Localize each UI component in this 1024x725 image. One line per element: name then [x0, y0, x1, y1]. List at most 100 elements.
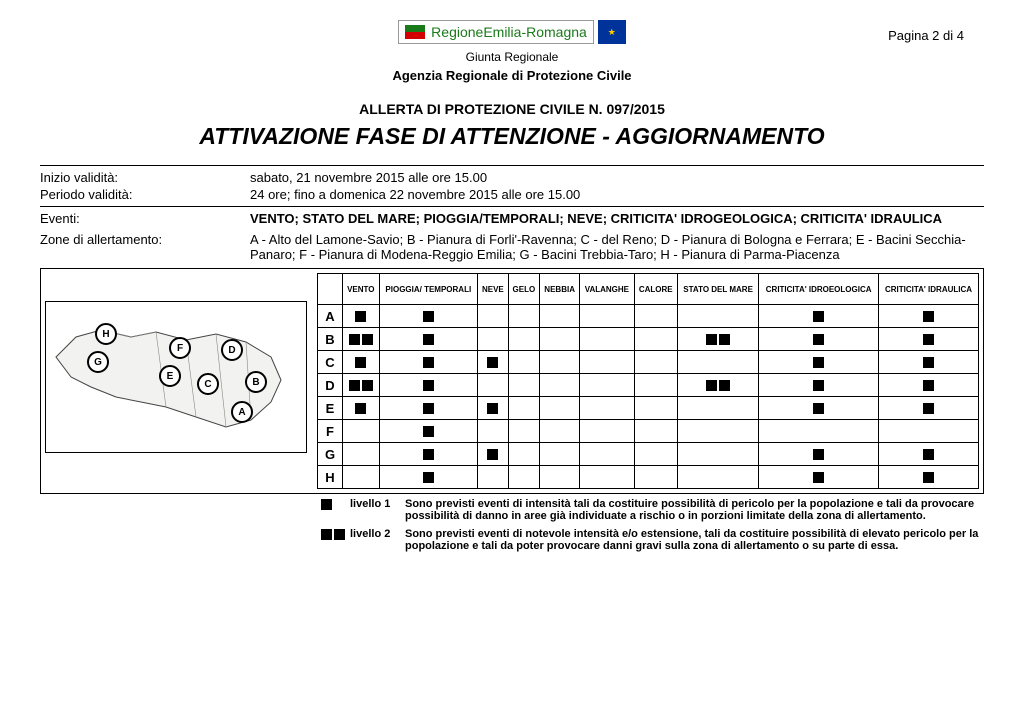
matrix-col-header: NEVE — [478, 274, 509, 305]
matrix-cell — [759, 443, 879, 466]
matrix-container: ABCDEFGH VENTOPIOGGIA/ TEMPORALINEVEGELO… — [40, 268, 984, 494]
matrix-col-header: CRITICITA' IDRAULICA — [879, 274, 979, 305]
region-flag-icon — [405, 25, 425, 39]
legend-level-1: livello 1 Sono previsti eventi di intens… — [320, 498, 984, 522]
matrix-cell — [879, 397, 979, 420]
matrix-cell — [879, 351, 979, 374]
legend-icon-2 — [320, 528, 350, 540]
legend-text-2: Sono previsti eventi di notevole intensi… — [405, 528, 984, 552]
matrix-cell — [343, 374, 380, 397]
legend-icon-1 — [320, 498, 350, 510]
zone-marker-a: A — [231, 401, 253, 423]
legend-level-2: livello 2 Sono previsti eventi di notevo… — [320, 528, 984, 552]
page-number: Pagina 2 di 4 — [888, 28, 964, 43]
matrix-cell — [580, 466, 634, 489]
matrix-cell — [508, 374, 540, 397]
matrix-row-header: G — [318, 443, 343, 466]
matrix-row-header: E — [318, 397, 343, 420]
zone-marker-d: D — [221, 339, 243, 361]
matrix-cell — [540, 466, 580, 489]
matrix-col-header: STATO DEL MARE — [677, 274, 758, 305]
matrix-cell — [540, 351, 580, 374]
matrix-cell — [343, 443, 380, 466]
matrix-cell — [759, 328, 879, 351]
matrix-cell — [580, 397, 634, 420]
region-logo-text: RegioneEmilia-Romagna — [431, 24, 587, 40]
matrix-cell — [634, 328, 677, 351]
matrix-row-header: B — [318, 328, 343, 351]
matrix-cell — [580, 374, 634, 397]
value-events: VENTO; STATO DEL MARE; PIOGGIA/TEMPORALI… — [250, 211, 984, 226]
matrix-col-header: VENTO — [343, 274, 380, 305]
matrix-cell — [379, 420, 478, 443]
matrix-cell — [580, 443, 634, 466]
matrix-cell — [540, 305, 580, 328]
main-title: ATTIVAZIONE FASE DI ATTENZIONE - AGGIORN… — [40, 123, 984, 150]
alert-matrix-table: VENTOPIOGGIA/ TEMPORALINEVEGELONEBBIAVAL… — [317, 273, 979, 489]
zone-marker-g: G — [87, 351, 109, 373]
matrix-row-header: H — [318, 466, 343, 489]
legend-label-2: livello 2 — [350, 528, 405, 540]
matrix-cell — [677, 397, 758, 420]
matrix-col-header: PIOGGIA/ TEMPORALI — [379, 274, 478, 305]
matrix-cell — [508, 443, 540, 466]
divider-mid — [40, 206, 984, 207]
matrix-cell — [379, 351, 478, 374]
matrix-cell — [879, 328, 979, 351]
row-zones: Zone di allertamento: A - Alto del Lamon… — [40, 232, 984, 262]
matrix-cell — [478, 351, 509, 374]
matrix-cell — [879, 305, 979, 328]
value-zones: A - Alto del Lamone-Savio; B - Pianura d… — [250, 232, 984, 262]
matrix-cell — [634, 420, 677, 443]
matrix-cell — [540, 397, 580, 420]
matrix-cell — [379, 443, 478, 466]
matrix-cell — [677, 328, 758, 351]
matrix-cell — [343, 328, 380, 351]
matrix-cell — [677, 466, 758, 489]
matrix-row-header: C — [318, 351, 343, 374]
matrix-cell — [478, 374, 509, 397]
region-logo: RegioneEmilia-Romagna — [398, 20, 594, 44]
matrix-cell — [634, 397, 677, 420]
matrix-cell — [508, 466, 540, 489]
divider-top — [40, 165, 984, 166]
matrix-cell — [580, 328, 634, 351]
matrix-cell — [677, 351, 758, 374]
matrix-cell — [343, 420, 380, 443]
matrix-cell — [677, 305, 758, 328]
matrix-cell — [879, 466, 979, 489]
document-header: Pagina 2 di 4 RegioneEmilia-Romagna ★ Gi… — [40, 20, 984, 150]
matrix-cell — [580, 305, 634, 328]
matrix-cell — [634, 305, 677, 328]
matrix-cell — [478, 420, 509, 443]
label-period: Periodo validità: — [40, 187, 250, 202]
matrix-cell — [580, 420, 634, 443]
row-period: Periodo validità: 24 ore; fino a domenic… — [40, 187, 984, 202]
matrix-cell — [379, 374, 478, 397]
matrix-cell — [759, 420, 879, 443]
legend-label-1: livello 1 — [350, 498, 405, 510]
matrix-row-header: F — [318, 420, 343, 443]
matrix-cell — [508, 305, 540, 328]
eu-flag-icon: ★ — [598, 20, 626, 44]
matrix-cell — [343, 466, 380, 489]
zone-marker-b: B — [245, 371, 267, 393]
matrix-cell — [634, 374, 677, 397]
matrix-cell — [478, 466, 509, 489]
matrix-cell — [379, 328, 478, 351]
matrix-cell — [759, 397, 879, 420]
matrix-cell — [540, 328, 580, 351]
matrix-cell — [540, 420, 580, 443]
alert-number: ALLERTA DI PROTEZIONE CIVILE N. 097/2015 — [40, 101, 984, 117]
matrix-cell — [379, 305, 478, 328]
zone-marker-c: C — [197, 373, 219, 395]
zone-marker-e: E — [159, 365, 181, 387]
zone-marker-f: F — [169, 337, 191, 359]
matrix-cell — [478, 397, 509, 420]
matrix-cell — [508, 351, 540, 374]
matrix-col-header: CALORE — [634, 274, 677, 305]
matrix-cell — [759, 466, 879, 489]
value-period: 24 ore; fino a domenica 22 novembre 2015… — [250, 187, 984, 202]
row-events: Eventi: VENTO; STATO DEL MARE; PIOGGIA/T… — [40, 211, 984, 226]
matrix-cell — [379, 466, 478, 489]
